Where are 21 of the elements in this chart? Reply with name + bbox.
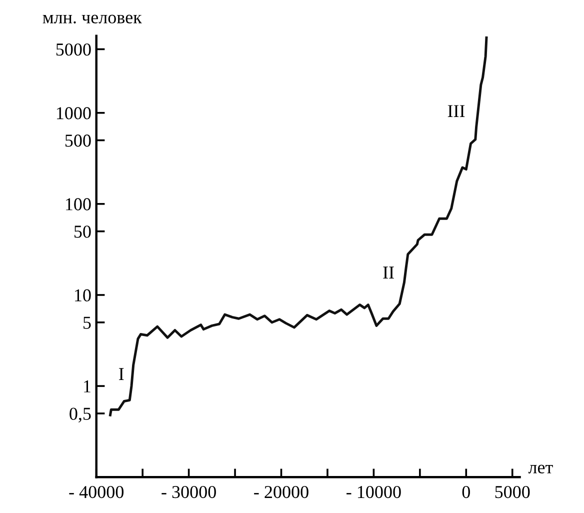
y-axis-title: млн. человек <box>42 14 142 24</box>
y-tick-label: 10 <box>75 289 91 302</box>
line-series <box>108 36 488 416</box>
y-tick-label: 1 <box>84 380 90 392</box>
x-tick-label: 0 <box>462 486 470 498</box>
y-tick-label: 5000 <box>56 43 91 56</box>
annotation: I <box>118 368 124 380</box>
annotation: II <box>383 266 394 278</box>
y-tick-label: 0,5 <box>70 408 91 422</box>
y-tick-label: 100 <box>66 198 91 210</box>
x-tick-label: - 30000 <box>162 486 216 498</box>
x-axis-title: лет <box>528 464 553 474</box>
y-tick-label: 5 <box>84 316 91 329</box>
x-tick-label: 5000 <box>495 486 530 498</box>
annotation: III <box>448 105 465 118</box>
y-tick-label: 1000 <box>56 107 91 120</box>
y-tick-label: 500 <box>65 134 91 147</box>
x-tick-label: - 10000 <box>346 486 401 498</box>
x-tick-label: - 20000 <box>254 486 308 498</box>
y-tick-label: 50 <box>74 226 91 238</box>
x-tick-label: - 40000 <box>69 486 124 498</box>
